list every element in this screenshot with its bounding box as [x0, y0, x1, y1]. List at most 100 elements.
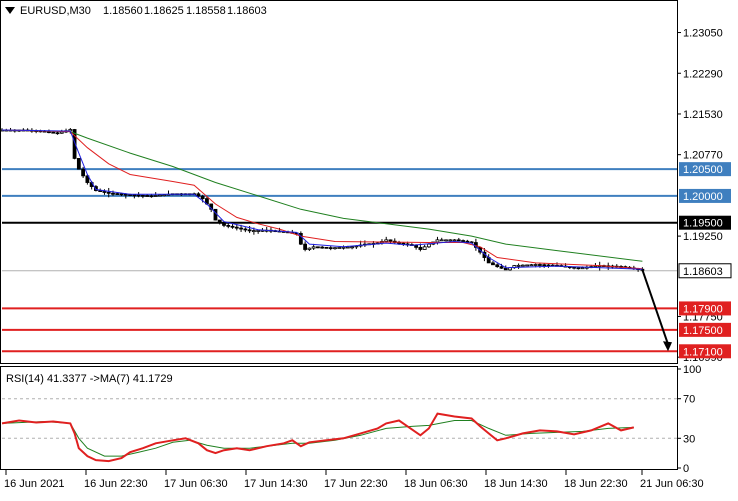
candle-body — [132, 194, 137, 197]
candle-body — [47, 131, 51, 134]
candle-body — [418, 246, 423, 250]
level-label-1.17900: 1.17900 — [683, 303, 723, 315]
candle-body — [68, 129, 73, 132]
time-tick-label: 18 Jun 14:30 — [484, 478, 548, 490]
candle-body — [384, 239, 389, 242]
candle-body — [495, 264, 500, 268]
candle-body — [538, 264, 542, 266]
candle-body — [111, 192, 115, 195]
main-chart-frame — [0, 0, 678, 364]
candle-body — [316, 246, 320, 249]
candle-body — [491, 262, 495, 266]
candle-body — [516, 264, 521, 267]
price-tick-label: 1.21530 — [683, 109, 723, 121]
candle-body — [456, 239, 461, 242]
candle-body — [320, 246, 325, 249]
candle-body — [81, 168, 86, 177]
time-tick-label: 21 Jun 06:30 — [640, 478, 704, 490]
candle-body — [593, 265, 598, 268]
candle-body — [239, 227, 243, 230]
time-axis: 16 Jun 2021 16 Jun 22:30 17 Jun 06:30 17 Ju… — [4, 470, 704, 490]
candle-body — [435, 239, 440, 243]
time-tick-label: 17 Jun 22:30 — [324, 478, 388, 490]
candle-body — [115, 193, 120, 195]
candle-body — [196, 193, 201, 197]
time-tick-label: 18 Jun 06:30 — [404, 478, 468, 490]
candle-body — [51, 131, 56, 134]
candle-body — [427, 243, 431, 248]
candle-body — [145, 195, 150, 197]
price-tick-label: 1.20770 — [683, 150, 723, 162]
level-label-1.20000: 1.20000 — [683, 191, 723, 203]
candle-body — [465, 240, 470, 243]
ma-mid-line — [1, 129, 643, 270]
rsi-tick-label: 100 — [683, 364, 701, 376]
candle-body — [106, 191, 111, 194]
candle-body — [119, 193, 124, 196]
candle-body — [452, 239, 457, 242]
candle-body — [136, 194, 141, 197]
ohlc-open: 1.18560 — [103, 5, 143, 17]
candle-body — [213, 208, 218, 221]
rsi-line — [1, 412, 635, 463]
candle-body — [448, 239, 453, 242]
candle-body — [388, 239, 393, 242]
candle-body — [333, 247, 337, 250]
candle-body — [140, 194, 145, 197]
candle-body — [337, 247, 342, 249]
candle-body — [328, 247, 333, 250]
price-series — [0, 127, 672, 352]
arrow-down-icon — [663, 341, 672, 352]
ma-slow-line — [1, 129, 643, 262]
candle-body — [72, 129, 77, 159]
level-box-1.20000 — [679, 188, 731, 203]
rsi-series — [1, 412, 635, 463]
candle-body — [55, 132, 60, 135]
candle-body — [247, 229, 252, 232]
price-tick-label: 1.19250 — [683, 231, 723, 243]
level-box-1.19500 — [679, 215, 731, 230]
time-tick-label: 17 Jun 06:30 — [164, 478, 228, 490]
forecast-arrow-shaft — [641, 269, 669, 345]
candle-body — [525, 264, 530, 267]
candle-body — [200, 195, 205, 200]
level-box-1.17900 — [679, 301, 731, 316]
candle-body — [298, 233, 303, 245]
rsi-tick-label: 30 — [683, 433, 695, 445]
triangle-down-icon[interactable] — [5, 7, 15, 14]
rsi-ma-line — [1, 420, 634, 457]
level-box-1.20500 — [679, 162, 731, 177]
rsi-title: RSI(14) 41.3377 ->MA(7) 41.1729 — [6, 373, 173, 385]
candle-body — [311, 246, 316, 249]
candle-body — [572, 266, 576, 269]
candle-body — [580, 267, 585, 270]
level-label-1.20500: 1.20500 — [683, 164, 723, 176]
time-tick-label: 17 Jun 14:30 — [244, 478, 308, 490]
level-box-1.17100 — [679, 344, 731, 359]
level-label-1.19500: 1.19500 — [683, 218, 723, 230]
level-box-1.17500 — [679, 322, 731, 337]
time-tick-label: 16 Jun 22:30 — [84, 478, 148, 490]
candle-body — [217, 219, 222, 224]
candle-body — [256, 230, 261, 232]
level-label-1.17500: 1.17500 — [683, 325, 723, 337]
candle-body — [422, 246, 427, 250]
support-resistance-levels — [2, 168, 677, 353]
candle-body — [303, 243, 308, 250]
candle-body — [439, 239, 444, 242]
symbol-timeframe: EURUSD,M30 — [20, 5, 91, 17]
time-tick-label: 16 Jun 2021 — [4, 478, 65, 490]
candle-body — [345, 246, 350, 249]
candle-body — [576, 267, 581, 270]
candle-body — [251, 230, 256, 233]
candle-body — [542, 264, 547, 267]
candle-body — [533, 264, 538, 266]
candle-body — [503, 267, 508, 271]
candle-body — [529, 264, 534, 267]
candle-body — [341, 246, 346, 249]
ohlc-low: 1.18558 — [186, 5, 226, 17]
current-price-box — [678, 263, 732, 279]
candle-body — [158, 194, 162, 197]
